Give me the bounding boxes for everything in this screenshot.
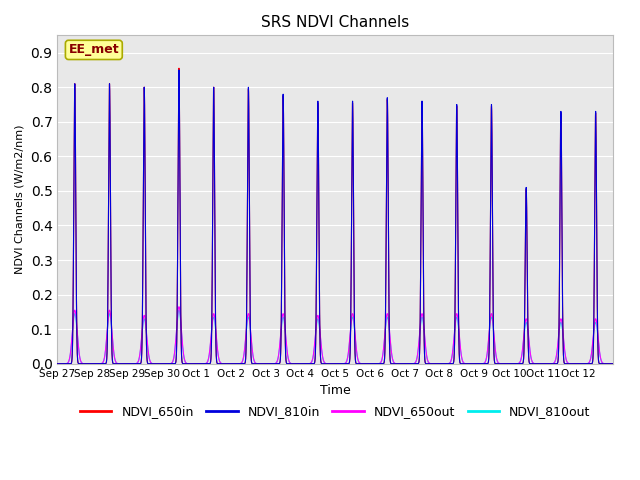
- Title: SRS NDVI Channels: SRS NDVI Channels: [261, 15, 410, 30]
- Text: EE_met: EE_met: [68, 43, 119, 56]
- Y-axis label: NDVI Channels (W/m2/nm): NDVI Channels (W/m2/nm): [15, 125, 25, 274]
- X-axis label: Time: Time: [320, 384, 351, 397]
- Legend: NDVI_650in, NDVI_810in, NDVI_650out, NDVI_810out: NDVI_650in, NDVI_810in, NDVI_650out, NDV…: [76, 400, 595, 423]
